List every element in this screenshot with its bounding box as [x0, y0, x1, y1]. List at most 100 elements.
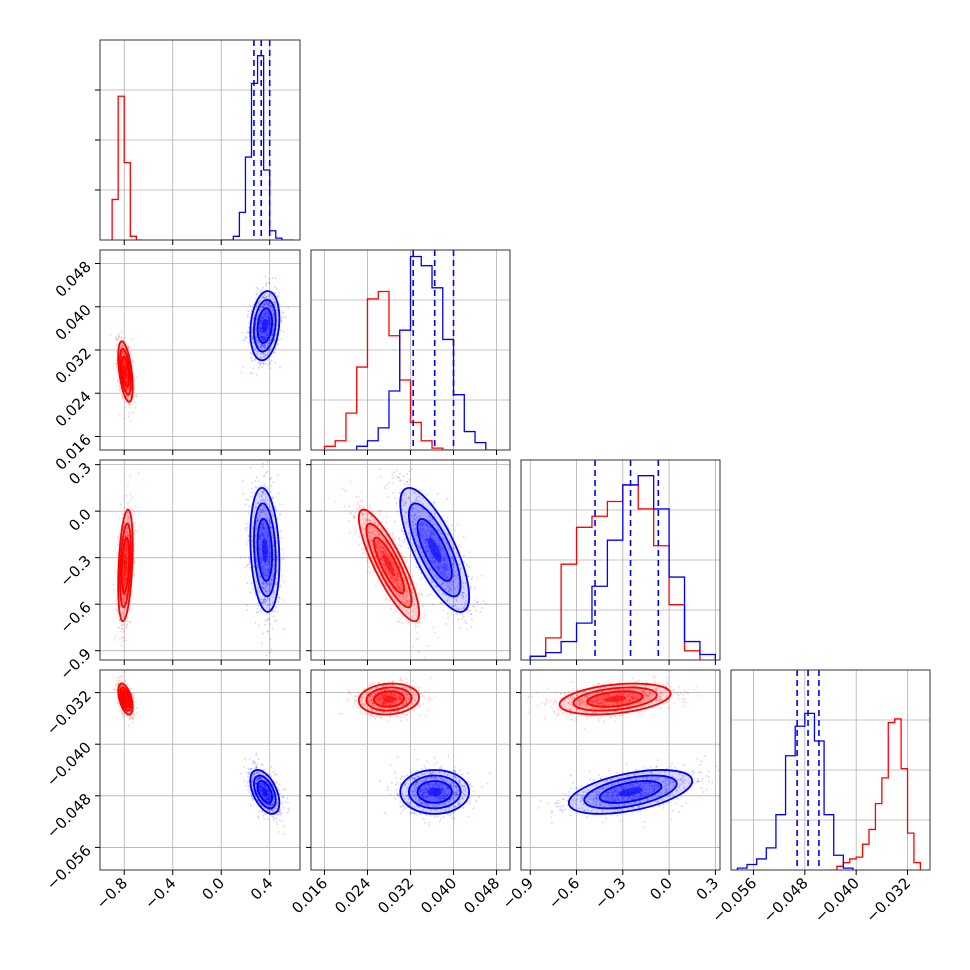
sample-point: [126, 620, 129, 622]
sample-point: [128, 402, 131, 405]
sample-point: [268, 598, 271, 601]
sample-point: [257, 361, 260, 364]
sample-point: [117, 535, 120, 538]
sample-point: [125, 534, 128, 536]
sample-point: [348, 519, 351, 522]
sample-point: [262, 530, 264, 533]
sample-point: [418, 592, 421, 595]
sample-point: [259, 290, 262, 292]
sample-point: [123, 594, 126, 597]
sample-point: [126, 547, 129, 550]
sample-point: [242, 480, 244, 482]
sample-point: [115, 336, 117, 339]
sample-point: [268, 330, 271, 333]
sample-point: [269, 317, 272, 320]
sample-point: [122, 353, 124, 356]
sample-point: [125, 380, 127, 383]
sample-point: [268, 323, 271, 326]
sample-point: [254, 349, 257, 351]
sample-point: [348, 505, 350, 508]
sample-point: [265, 337, 268, 340]
sample-point: [124, 581, 127, 584]
sample-point: [127, 527, 129, 530]
sample-point: [470, 578, 473, 581]
sample-point: [260, 562, 263, 565]
sample-point: [260, 535, 262, 538]
sample-point: [260, 582, 263, 585]
sample-point: [260, 555, 263, 557]
sample-point: [257, 605, 260, 607]
sample-point: [125, 550, 128, 553]
sample-point: [404, 618, 407, 621]
sample-point: [272, 322, 275, 325]
sample-point: [126, 550, 129, 553]
sample-point: [126, 388, 128, 390]
sample-point: [281, 548, 284, 550]
sample-point: [247, 322, 250, 324]
sample-point: [251, 359, 253, 362]
sample-point: [265, 353, 267, 356]
sample-point: [268, 320, 271, 322]
sample-point: [266, 540, 269, 543]
sample-point: [125, 387, 128, 390]
sample-point: [126, 519, 129, 521]
sample-point: [135, 395, 138, 398]
sample-point: [260, 540, 263, 543]
sample-point: [426, 594, 429, 597]
sample-point: [124, 546, 127, 549]
sample-point: [401, 615, 404, 618]
sample-point: [129, 393, 132, 396]
sample-point: [254, 347, 257, 350]
sample-point: [259, 330, 261, 333]
sample-point: [135, 375, 138, 378]
sample-point: [252, 367, 255, 370]
sample-point: [117, 335, 120, 338]
sample-point: [432, 604, 434, 606]
sample-point: [127, 527, 129, 530]
sample-point: [379, 511, 382, 513]
sample-point: [259, 356, 262, 359]
sample-point: [123, 579, 126, 582]
sample-point: [118, 517, 121, 520]
sample-point: [263, 335, 265, 338]
sample-point: [260, 511, 263, 514]
sample-point: [122, 637, 125, 639]
sample-point: [125, 548, 127, 551]
sample-point: [125, 624, 127, 627]
sample-point: [378, 514, 381, 516]
sample-point: [261, 601, 264, 604]
sample-point: [260, 346, 263, 348]
sample-point: [131, 496, 134, 499]
histogram-series-1: [221, 55, 294, 240]
sample-point: [261, 318, 264, 321]
sample-point: [261, 343, 264, 346]
sample-point: [266, 531, 268, 534]
sample-point: [260, 328, 263, 330]
sample-point: [280, 536, 283, 539]
sample-point: [129, 493, 132, 496]
histogram-series-0: [323, 290, 454, 450]
sample-point: [267, 317, 270, 320]
sample-point: [134, 406, 137, 409]
sample-point: [125, 544, 128, 547]
sample-point: [259, 334, 262, 337]
sample-point: [272, 329, 275, 332]
sample-point: [426, 645, 429, 647]
sample-point: [268, 277, 271, 280]
sample-point: [368, 562, 371, 565]
sample-point: [116, 362, 118, 365]
sample-point: [249, 591, 252, 594]
sample-point: [260, 598, 263, 601]
sample-point: [268, 570, 270, 573]
sample-point: [125, 380, 128, 383]
sample-point: [239, 556, 242, 559]
sample-point: [122, 351, 124, 353]
sample-point: [127, 511, 130, 514]
sample-point: [123, 587, 125, 590]
sample-point: [276, 610, 279, 613]
sample-point: [267, 571, 270, 574]
sample-point: [269, 317, 271, 320]
sample-point: [257, 302, 260, 305]
sample-point: [122, 368, 125, 370]
sample-point: [116, 608, 118, 611]
